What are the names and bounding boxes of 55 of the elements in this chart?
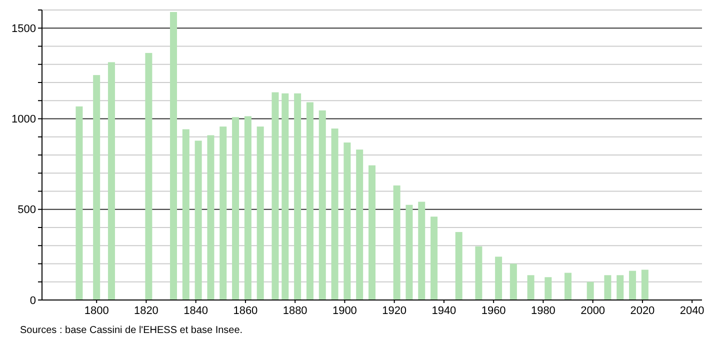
x-tick-label: 1820: [134, 305, 158, 317]
y-tick-label: 500: [18, 204, 36, 216]
x-tick-label: 1980: [530, 305, 556, 317]
x-tick-label: 1800: [84, 305, 109, 317]
x-tick-label: 2020: [630, 305, 655, 317]
bar: [306, 102, 314, 300]
x-tick-label: 2000: [580, 305, 606, 317]
bar: [564, 272, 572, 300]
x-tick-label: 1960: [481, 305, 506, 317]
bar: [282, 93, 289, 300]
bar: [194, 140, 202, 300]
bar: [527, 275, 534, 300]
bar: [356, 150, 364, 300]
x-tick-label: 1880: [282, 305, 308, 317]
bar: [368, 165, 376, 300]
bar: [272, 92, 279, 300]
y-tick-label: 1500: [12, 22, 36, 35]
bar: [93, 75, 100, 300]
bar: [586, 282, 594, 300]
x-tick-label: 1920: [382, 305, 407, 317]
bar: [406, 204, 413, 300]
bar: [244, 116, 252, 300]
bar: [475, 246, 482, 300]
bar: [182, 129, 190, 300]
bar: [455, 232, 462, 300]
x-tick-label: 1840: [184, 305, 208, 317]
bar: [344, 142, 351, 300]
bar: [510, 264, 517, 300]
bar: [232, 117, 240, 300]
x-tick-label: 1900: [332, 305, 357, 317]
y-tick-label: 1000: [12, 114, 36, 126]
source-note: Sources : base Cassini de l'EHESS et base Insee.: [20, 325, 243, 336]
bar: [220, 126, 227, 300]
bar: [145, 52, 152, 300]
bar: [256, 126, 264, 300]
bar: [207, 135, 214, 300]
bar: [629, 270, 636, 300]
y-tick-label: 0: [30, 294, 36, 307]
x-tick-label: 1860: [233, 305, 258, 317]
bar: [544, 277, 552, 300]
bar: [294, 93, 302, 300]
bar: [641, 270, 648, 300]
bar: [393, 185, 400, 300]
x-tick-label: 2040: [680, 305, 704, 317]
bar: [331, 128, 338, 300]
bar: [495, 256, 502, 300]
bar: [616, 275, 624, 300]
x-tick-label: 1940: [432, 305, 456, 317]
bar: [418, 202, 426, 300]
bar: [604, 275, 612, 300]
bar: [430, 216, 438, 300]
bar: [170, 12, 178, 300]
bar: [108, 62, 115, 300]
bar: [318, 110, 326, 300]
bar: [76, 106, 83, 300]
